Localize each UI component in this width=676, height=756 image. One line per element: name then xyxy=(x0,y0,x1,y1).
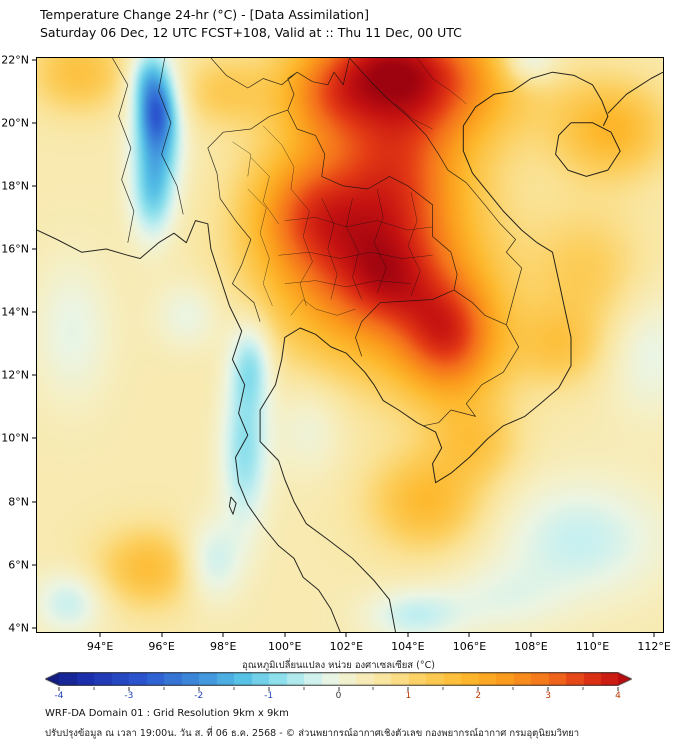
colorbar-label: อุณหภูมิเปลี่ยนแปลง หน่วย องศาเซลเซียส (… xyxy=(242,660,435,671)
y-tick-mark xyxy=(32,437,37,439)
x-tick-label: 100°E xyxy=(268,640,302,653)
x-tick-label: 104°E xyxy=(391,640,425,653)
colorbar-tick-mark xyxy=(442,687,444,690)
colorbar-ticks: -4 -3 -2 -1 0 1 2 3 4 xyxy=(55,687,621,703)
y-tick-mark xyxy=(32,374,37,376)
colorbar xyxy=(45,672,632,686)
x-tick-mark xyxy=(345,632,347,637)
page-subtitle: Saturday 06 Dec, 12 UTC FCST+108, Valid … xyxy=(40,25,462,40)
y-tick-label: 6°N xyxy=(8,558,29,572)
colorbar-tick-label: -3 xyxy=(124,691,134,701)
colorbar-tick-mark xyxy=(163,687,165,690)
colorbar-tick-mark xyxy=(303,687,305,690)
colorbar-tick-mark xyxy=(617,687,619,691)
colorbar-tick-label: 4 xyxy=(615,691,621,701)
update-info: ปรับปรุงข้อมูล ณ เวลา 19:00น. วัน ส. ที่… xyxy=(45,728,580,739)
y-tick-label: 16°N xyxy=(1,242,29,256)
x-tick-mark xyxy=(592,632,593,637)
colorbar-tick-mark xyxy=(512,687,514,690)
province-borders xyxy=(232,58,467,316)
colorbar-tick-mark xyxy=(407,687,409,691)
y-tick-mark xyxy=(32,311,37,313)
y-tick-label: 12°N xyxy=(1,368,29,382)
map-plot: 22°N 20°N 18°N 16°N 14°N 12°N 10°N 8°N 6°N 4°N 94°… xyxy=(1,53,671,653)
y-tick-label: 4°N xyxy=(8,621,29,635)
y-tick-label: 8°N xyxy=(8,495,29,509)
coastline-border-overlay xyxy=(37,58,663,632)
colorbar-tick-label: -2 xyxy=(194,691,204,701)
colorbar-tick-label: -4 xyxy=(54,691,64,701)
x-tick-mark xyxy=(161,632,163,637)
model-info: WRF-DA Domain 01 : Grid Resolution 9km x… xyxy=(45,708,289,719)
country-borders xyxy=(112,58,523,427)
y-tick-mark xyxy=(32,122,37,124)
colorbar-tick-mark xyxy=(128,687,130,691)
colorbar-tick-mark xyxy=(582,687,584,690)
colorbar-tick-label: 2 xyxy=(475,691,482,701)
x-tick-mark xyxy=(407,632,409,637)
y-tick-mark xyxy=(32,501,37,503)
x-tick-mark xyxy=(653,632,655,637)
x-tick-label: 102°E xyxy=(329,640,364,653)
colorbar-tick-label: 3 xyxy=(545,691,551,701)
colorbar-tick-mark xyxy=(58,687,60,691)
colorbar-tick-mark xyxy=(372,687,374,690)
colorbar-gradient xyxy=(45,672,632,686)
y-tick-label: 10°N xyxy=(1,431,29,445)
colorbar-tick-mark xyxy=(477,687,479,691)
y-tick-label: 18°N xyxy=(1,179,29,193)
x-tick-mark xyxy=(530,632,532,637)
colorbar-tick-mark xyxy=(233,687,235,690)
colorbar-tick-label: -1 xyxy=(264,691,274,701)
x-tick-label: 112°E xyxy=(637,640,671,653)
temperature-field-canvas xyxy=(37,58,663,632)
x-tick-mark xyxy=(284,632,286,637)
x-tick-mark xyxy=(222,632,224,637)
x-tick-mark xyxy=(468,632,470,637)
y-tick-mark xyxy=(32,59,37,61)
colorbar-tick-mark xyxy=(547,687,549,691)
y-tick-label: 20°N xyxy=(1,116,29,130)
colorbar-tick-mark xyxy=(268,687,270,691)
x-tick-label: 94°E xyxy=(86,640,114,653)
y-tick-label: 14°N xyxy=(1,305,29,319)
y-tick-mark xyxy=(32,248,37,250)
x-tick-label: 108°E xyxy=(514,640,548,653)
x-tick-mark xyxy=(99,632,101,637)
x-tick-label: 98°E xyxy=(209,640,237,653)
colorbar-tick-label: 0 xyxy=(335,691,342,701)
x-tick-label: 96°E xyxy=(148,640,175,653)
colorbar-tick-mark xyxy=(93,687,95,690)
colorbar-tick-label: 1 xyxy=(405,691,412,701)
y-tick-mark xyxy=(32,564,37,566)
colorbar-tick-mark xyxy=(198,687,200,691)
page-title: Temperature Change 24-hr (°C) - [Data As… xyxy=(40,7,369,22)
y-tick-mark xyxy=(32,627,37,629)
y-tick-label: 22°N xyxy=(1,53,29,67)
colorbar-tick-mark xyxy=(338,687,339,691)
x-tick-label: 106°E xyxy=(452,640,487,653)
y-tick-mark xyxy=(32,185,37,187)
coastlines xyxy=(37,71,663,632)
x-tick-label: 110°E xyxy=(575,640,610,653)
